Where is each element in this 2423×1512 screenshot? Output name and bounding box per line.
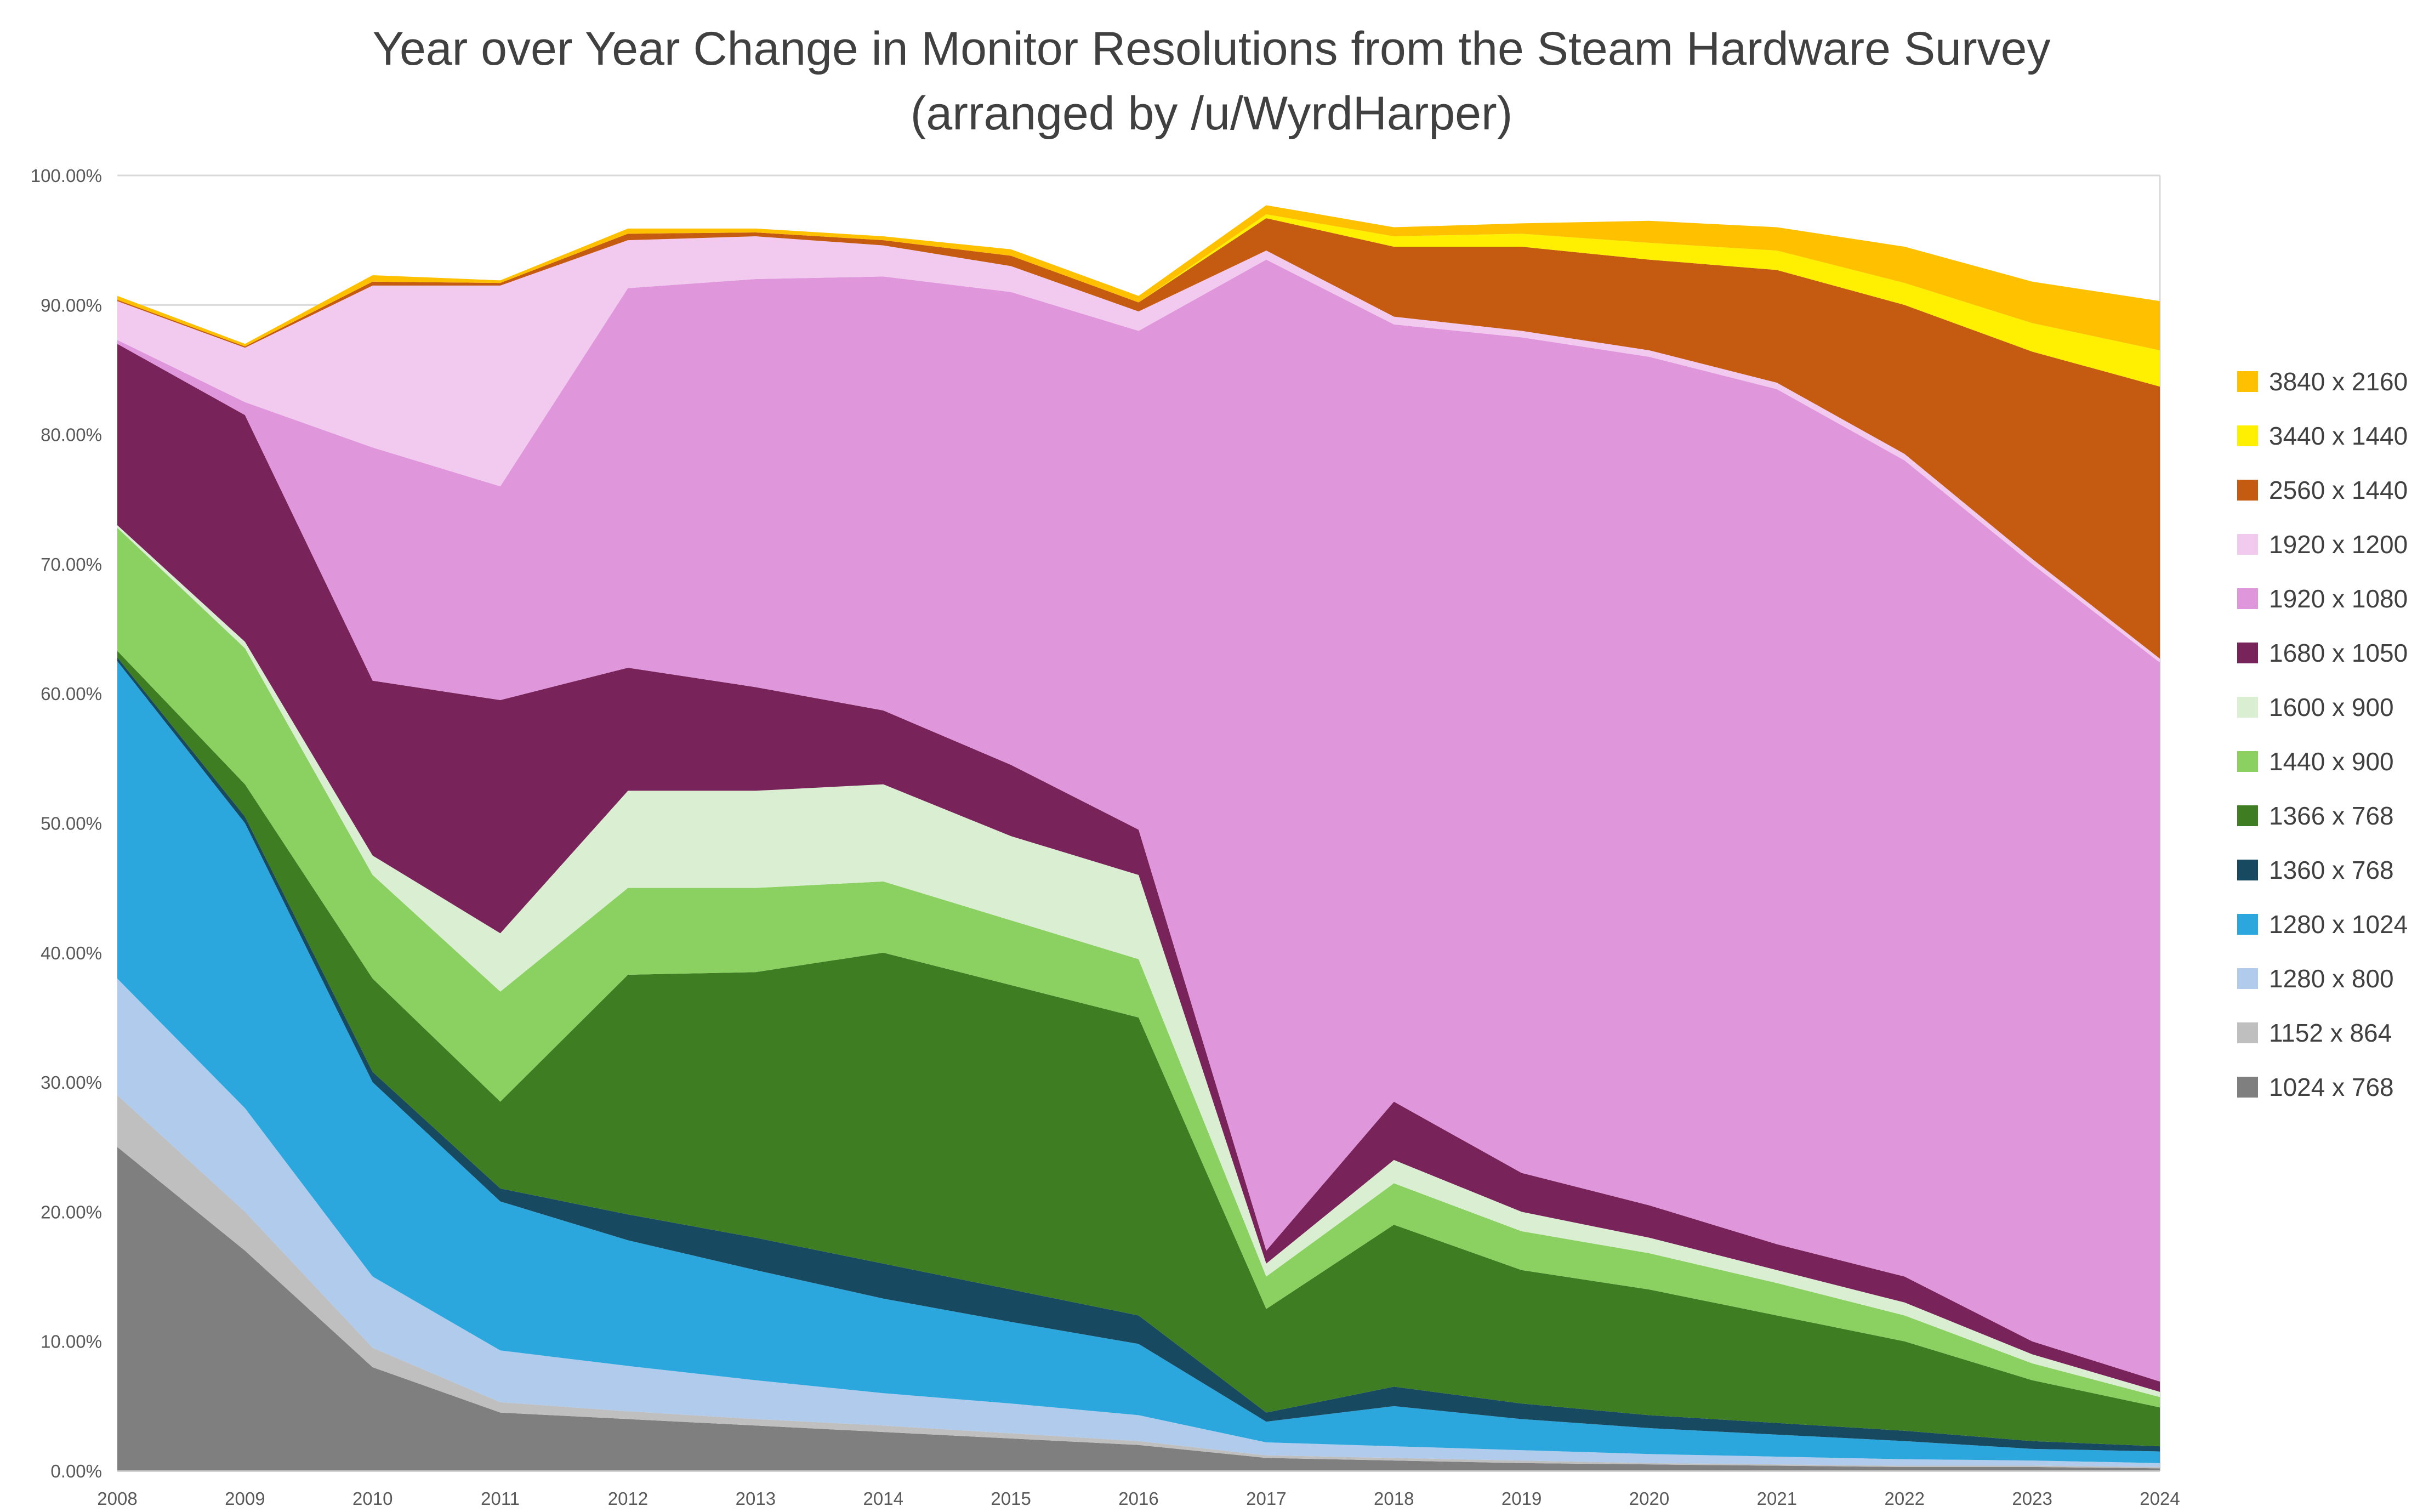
- legend-label: 1366 x 768: [2269, 801, 2394, 830]
- chart-title: Year over Year Change in Monitor Resolut…: [0, 16, 2423, 146]
- legend-swatch: [2237, 1076, 2258, 1098]
- area-1024x768: [117, 1147, 2160, 1471]
- legend-swatch: [2237, 968, 2258, 989]
- area-1440x900: [117, 527, 2160, 1408]
- x-axis-label: 2013: [736, 1488, 776, 1509]
- legend-swatch: [2237, 425, 2258, 446]
- x-axis-label: 2021: [1757, 1488, 1797, 1509]
- chart-title-line1: Year over Year Change in Monitor Resolut…: [372, 22, 2051, 75]
- legend-swatch: [2237, 533, 2258, 555]
- x-axis-label: 2020: [1629, 1488, 1669, 1509]
- area-2560x1440: [117, 218, 2160, 659]
- y-axis-label: 30.00%: [41, 1072, 102, 1093]
- x-axis-label: 2024: [2140, 1488, 2180, 1509]
- legend-label: 1280 x 1024: [2269, 910, 2408, 939]
- y-axis-label: 90.00%: [41, 295, 102, 315]
- y-axis-label: 0.00%: [50, 1461, 102, 1481]
- x-axis-label: 2022: [1885, 1488, 1925, 1509]
- legend: 3840 x 2160 3440 x 1440 2560 x 1440 1920 x …: [2237, 354, 2408, 1114]
- area-1600x900: [117, 525, 2160, 1397]
- area-1920x1080: [117, 259, 2160, 1382]
- y-axis-label: 80.00%: [41, 425, 102, 445]
- y-axis-label: 40.00%: [41, 943, 102, 963]
- legend-label: 1440 x 900: [2269, 747, 2394, 776]
- legend-label: 2560 x 1440: [2269, 475, 2408, 504]
- area-1920x1200: [117, 236, 2160, 663]
- y-axis-label: 20.00%: [41, 1202, 102, 1222]
- y-axis-label: 60.00%: [41, 684, 102, 704]
- legend-swatch: [2237, 479, 2258, 501]
- y-axis-label: 70.00%: [41, 554, 102, 575]
- x-axis-label: 2023: [2012, 1488, 2052, 1509]
- legend-label: 1152 x 864: [2269, 1018, 2392, 1047]
- x-axis-label: 2017: [1246, 1488, 1286, 1509]
- legend-label: 1680 x 1050: [2269, 638, 2408, 667]
- legend-label: 3440 x 1440: [2269, 421, 2408, 450]
- legend-item-1280x800: 1280 x 800: [2237, 951, 2408, 1005]
- legend-swatch: [2237, 371, 2258, 392]
- x-axis-label: 2014: [863, 1488, 903, 1509]
- legend-swatch: [2237, 913, 2258, 935]
- x-axis-label: 2008: [97, 1488, 137, 1509]
- area-1280x1024: [117, 661, 2160, 1463]
- legend-item-1280x1024: 1280 x 1024: [2237, 897, 2408, 951]
- legend-label: 1280 x 800: [2269, 964, 2394, 993]
- legend-swatch: [2237, 588, 2258, 609]
- area-3440x1440: [117, 214, 2160, 387]
- legend-swatch: [2237, 751, 2258, 772]
- x-axis-label: 2012: [608, 1488, 648, 1509]
- legend-swatch: [2237, 696, 2258, 718]
- legend-item-3440x1440: 3440 x 1440: [2237, 408, 2408, 463]
- legend-item-1024x768: 1024 x 768: [2237, 1060, 2408, 1114]
- y-axis-label: 50.00%: [41, 814, 102, 834]
- legend-item-1920x1200: 1920 x 1200: [2237, 517, 2408, 571]
- legend-item-3840x2160: 3840 x 2160: [2237, 354, 2408, 408]
- x-axis-label: 2009: [225, 1488, 265, 1509]
- legend-label: 1024 x 768: [2269, 1072, 2394, 1101]
- x-axis-label: 2018: [1374, 1488, 1414, 1509]
- chart-title-line2: (arranged by /u/WyrdHarper): [910, 87, 1513, 140]
- legend-label: 1360 x 768: [2269, 855, 2394, 884]
- legend-label: 3840 x 2160: [2269, 367, 2408, 396]
- legend-label: 1600 x 900: [2269, 692, 2394, 721]
- x-axis-label: 2015: [991, 1488, 1031, 1509]
- legend-item-1360x768: 1360 x 768: [2237, 843, 2408, 897]
- area-1680x1050: [117, 344, 2160, 1392]
- y-axis-label: 100.00%: [31, 166, 102, 186]
- legend-swatch: [2237, 805, 2258, 826]
- y-axis-label: 10.00%: [41, 1332, 102, 1352]
- legend-item-1152x864: 1152 x 864: [2237, 1005, 2408, 1060]
- legend-label: 1920 x 1080: [2269, 584, 2408, 613]
- x-axis-label: 2010: [352, 1488, 393, 1509]
- x-axis-label: 2016: [1118, 1488, 1158, 1509]
- area-3840x2160: [117, 205, 2160, 351]
- legend-label: 1920 x 1200: [2269, 530, 2408, 559]
- legend-item-1366x768: 1366 x 768: [2237, 788, 2408, 843]
- legend-item-2560x1440: 2560 x 1440: [2237, 463, 2408, 517]
- legend-item-1920x1080: 1920 x 1080: [2237, 571, 2408, 626]
- x-axis-label: 2011: [481, 1488, 520, 1509]
- x-axis-label: 2019: [1501, 1488, 1542, 1509]
- legend-swatch: [2237, 642, 2258, 663]
- legend-item-1600x900: 1600 x 900: [2237, 680, 2408, 734]
- legend-swatch: [2237, 859, 2258, 880]
- legend-item-1440x900: 1440 x 900: [2237, 734, 2408, 788]
- legend-item-1680x1050: 1680 x 1050: [2237, 626, 2408, 680]
- area-1366x768: [117, 651, 2160, 1447]
- legend-swatch: [2237, 1022, 2258, 1043]
